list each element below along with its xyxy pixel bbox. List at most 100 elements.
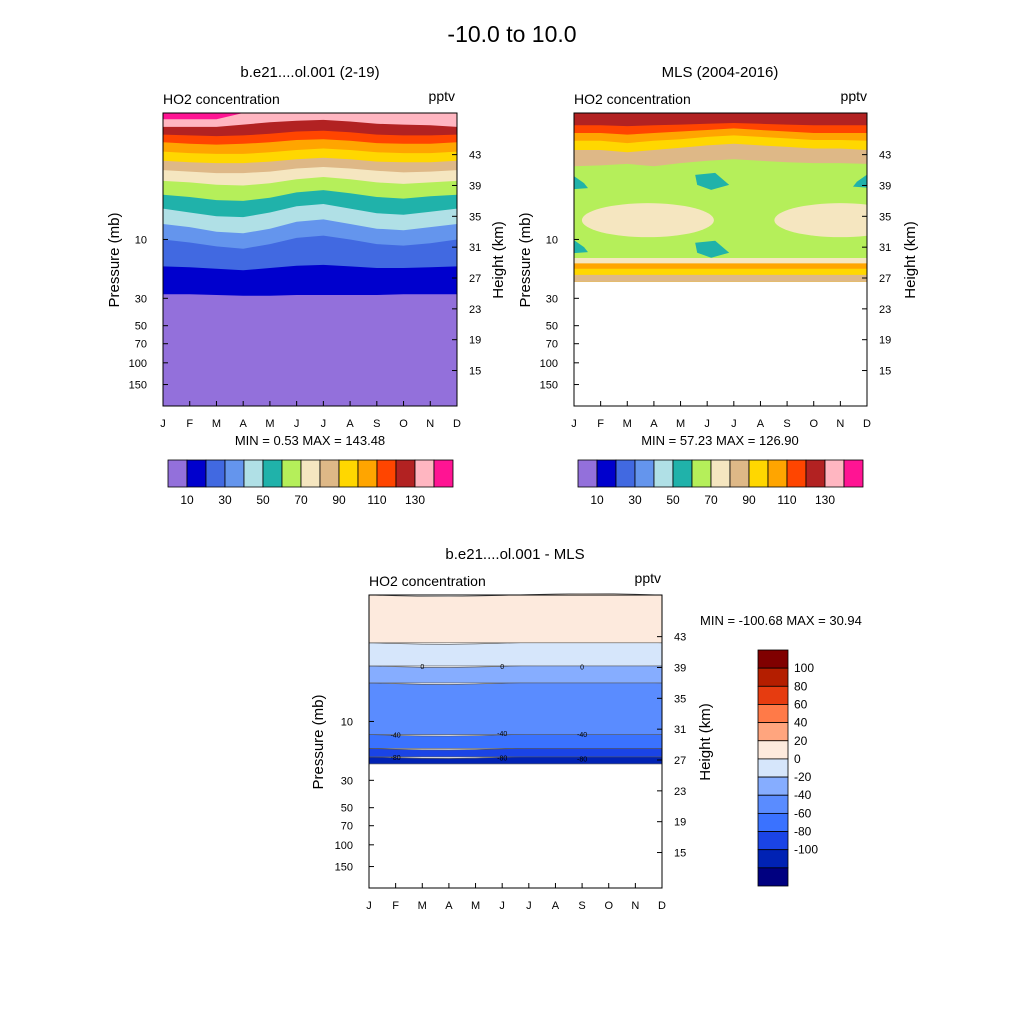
model-colorbar-swatch [262,459,283,488]
obs-colorbar-swatch [767,459,788,488]
model-colorbar-swatch [167,459,188,488]
obs-plot-area [574,113,867,282]
difference-panel-title: b.e21....ol.001 - MLS [445,546,584,563]
difference-colorbar-label: -40 [794,788,812,802]
model-x-tick-label: S [373,418,380,430]
model-colorbar-swatch [205,459,226,488]
obs-contour-group [574,113,867,282]
obs-height-tick-label: 27 [879,273,891,285]
model-colorbar-swatch [281,459,302,488]
model-colorbar-swatch [433,459,454,488]
difference-height-axis-title: Height (km) [697,703,714,781]
obs-height-tick-label: 43 [879,150,891,162]
difference-colorbar-label: -60 [794,806,812,820]
obs-colorbar-label: 130 [815,493,835,507]
obs-x-tick-label: M [623,418,632,430]
difference-height-tick-label: 31 [674,724,686,736]
model-x-tick-label: D [453,418,461,430]
obs-height-tick-label: 39 [879,180,891,192]
difference-contour-label: -80 [577,756,587,763]
model-colorbar-swatch [224,459,245,488]
obs-contour-edge [853,174,867,188]
model-contour-fill [163,113,457,127]
difference-x-tick-label: J [366,900,372,912]
difference-contour-label: -40 [497,731,507,738]
difference-colorbar-swatch [757,685,789,705]
difference-pressure-tick-label: 150 [335,862,353,874]
difference-colorbar-swatch [757,867,789,887]
difference-x-tick-label: A [552,900,560,912]
difference-contour-fill [368,640,663,667]
difference-pressure-tick-label: 50 [341,803,353,815]
model-colorbar-swatch [338,459,359,488]
difference-colorbar-label: 20 [794,734,808,748]
model-colorbar: 10 30 50 70 90 110 130 [167,459,454,507]
obs-pressure-tick-label: 70 [546,339,558,351]
obs-colorbar-swatch [729,459,750,488]
obs-x-tick-label: J [731,418,737,430]
obs-contour-patch [695,240,730,258]
difference-pressure-axis-title: Pressure (mb) [310,694,327,789]
obs-x-tick-label: J [571,418,577,430]
difference-contour-fill [368,593,663,644]
model-plot-area [163,113,457,406]
difference-contour-label: 0 [420,664,424,671]
obs-contour-fill [574,113,867,127]
model-colorbar-label: 130 [405,493,425,507]
model-pressure-tick-label: 50 [135,321,147,333]
page-title: -10.0 to 10.0 [447,21,576,47]
model-height-tick-label: 19 [469,335,481,347]
model-x-tick-label: A [346,418,354,430]
difference-panel: b.e21....ol.001 - MLS HO2 concentration … [310,546,862,912]
obs-pressure-tick-label: 100 [540,358,558,370]
model-colorbar-swatch [186,459,207,488]
obs-contour-patch [695,172,730,190]
obs-axis-ticks: J F M A M J J A S O N D 10 30 50 70 100 150 43 39 35 31 27 23 19… [540,150,892,430]
model-height-tick-label: 31 [469,242,481,254]
model-colorbar-swatch [300,459,321,488]
obs-colorbar-label: 90 [742,493,756,507]
obs-x-tick-label: D [863,418,871,430]
difference-contour-label: 0 [580,665,584,672]
model-pressure-tick-label: 100 [129,358,147,370]
obs-x-tick-label: A [757,418,765,430]
obs-contour-blob [581,203,714,238]
model-height-tick-label: 27 [469,273,481,285]
difference-colorbar-label: -20 [794,770,812,784]
model-contour-fill [163,113,457,120]
obs-x-tick-label: O [809,418,818,430]
model-x-tick-label: J [321,418,327,430]
obs-colorbar-label: 50 [666,493,680,507]
obs-colorbar-swatch [805,459,826,488]
difference-contour-label: 0 [500,664,504,671]
difference-stats: MIN = -100.68 MAX = 30.94 [700,613,862,628]
difference-x-tick-label: S [578,900,585,912]
model-colorbar-label: 90 [332,493,346,507]
difference-contour-label: -80 [391,755,401,762]
difference-colorbar-swatch [757,704,789,724]
difference-colorbar-swatch [757,740,789,760]
obs-colorbar-swatch [824,459,845,488]
obs-colorbar-swatch [843,459,864,488]
difference-contour-fill [368,681,663,735]
model-x-tick-label: N [426,418,434,430]
model-variable-label: HO2 concentration [163,91,280,107]
difference-x-tick-label: O [604,900,613,912]
model-x-tick-label: A [240,418,248,430]
model-colorbar-label: 50 [256,493,270,507]
model-pressure-tick-label: 10 [135,234,147,246]
obs-contour-fill [574,274,867,282]
obs-x-tick-label: A [650,418,658,430]
model-colorbar-label: 70 [294,493,308,507]
difference-contour-label: -80 [497,756,507,763]
obs-colorbar-swatch [653,459,674,488]
obs-height-tick-label: 23 [879,304,891,316]
difference-x-tick-label: N [631,900,639,912]
difference-colorbar-label: -100 [794,843,818,857]
difference-axis-ticks: J F M A M J J A S O N D1030507010015043393531272319… [335,632,687,912]
obs-contour-edge [574,176,588,190]
model-panel: b.e21....ol.001 (2-19) HO2 concentration… [106,64,507,507]
difference-x-tick-label: D [658,900,666,912]
difference-height-tick-label: 43 [674,632,686,644]
